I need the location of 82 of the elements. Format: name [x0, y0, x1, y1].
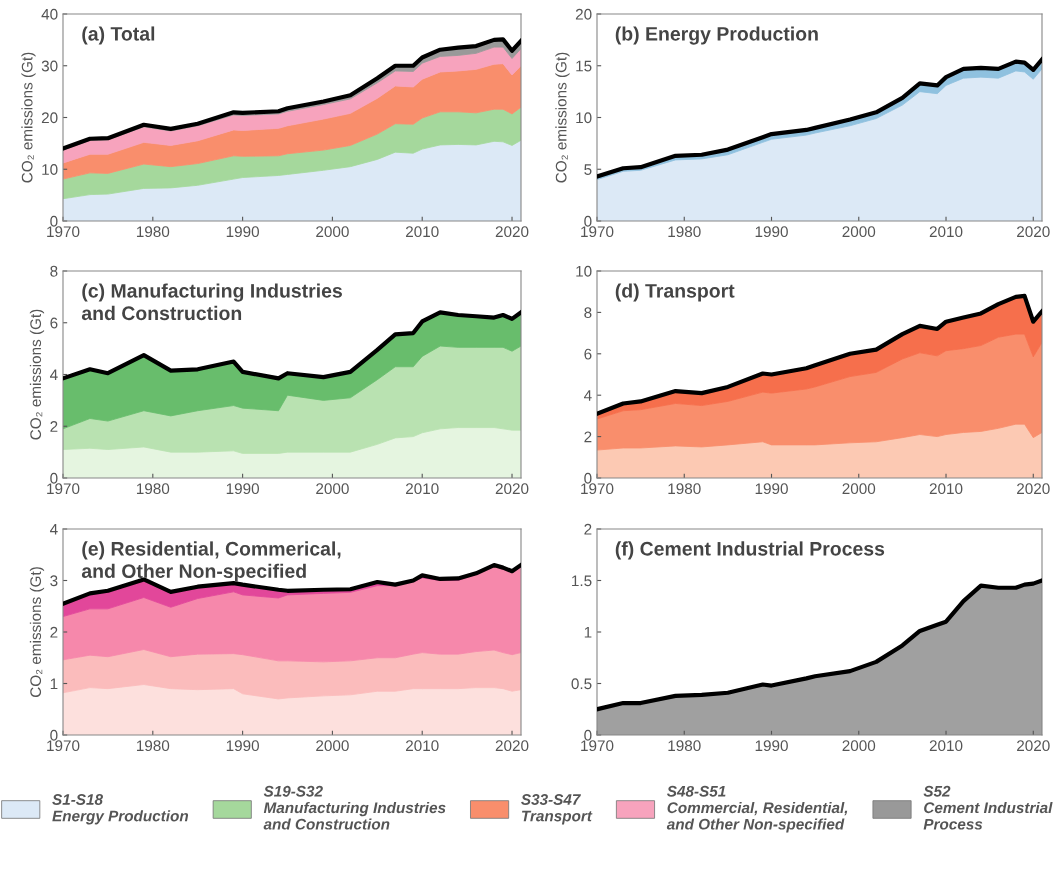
y-tick-label: 4	[49, 524, 58, 535]
y-tick-label: 15	[576, 60, 592, 72]
x-tick-label: 1990	[755, 740, 788, 752]
x-tick-label: 1970	[581, 483, 614, 495]
x-tick-label: 1970	[581, 226, 614, 238]
y-tick-label: 3	[50, 575, 58, 587]
x-tick-label: 2010	[405, 483, 439, 495]
y-tick-label: 0.5	[571, 678, 592, 690]
x-tick-label: 2010	[929, 483, 963, 495]
y-tick-label: 2	[50, 626, 58, 638]
y-tick-label: 5	[584, 164, 592, 175]
legend-label: S48-S51 Commercial, Residential, and Other Non-specified	[666, 785, 848, 833]
x-tick-label: 2010	[929, 740, 963, 752]
x-tick-label: 2020	[1017, 483, 1050, 495]
x-tick-label: 2010	[405, 226, 439, 238]
y-tick-label: 0	[584, 729, 592, 741]
x-tick-label: 2000	[316, 226, 349, 238]
x-tick-label: 2020	[495, 226, 529, 238]
y-tick-label: 1	[50, 678, 58, 690]
x-tick-label: 1980	[136, 226, 170, 238]
x-tick-label: 2000	[842, 740, 876, 752]
x-tick-label: 2020	[1017, 226, 1050, 238]
y-axis-title: CO₂ emissions (Gt)	[29, 309, 45, 440]
y-tick-label: 0	[584, 215, 592, 227]
x-tick-label: 1990	[226, 483, 260, 495]
legend-label: S1-S18 Energy Production	[52, 794, 189, 825]
x-tick-label: 1980	[136, 483, 170, 495]
y-tick-label: 40	[41, 8, 58, 20]
x-tick-label: 2000	[842, 483, 876, 495]
y-tick-label: 8	[584, 307, 592, 319]
y-tick-label: 20	[575, 8, 592, 20]
x-tick-label: 1990	[755, 226, 788, 238]
y-tick-label: 10	[576, 265, 592, 277]
text: (a) Total	[82, 26, 155, 45]
text: (c) Manufacturing Industries and Construction	[81, 283, 342, 321]
y-tick-label: 2	[50, 421, 58, 432]
y-tick-label: 0	[50, 729, 58, 741]
y-tick-label: 30	[41, 60, 58, 72]
y-axis-title: CO₂ emissions (Gt)	[29, 567, 45, 697]
x-tick-label: 1970	[47, 226, 80, 238]
x-tick-label: 2020	[495, 483, 529, 495]
y-tick-label: 6	[584, 348, 592, 360]
x-tick-label: 1980	[668, 740, 701, 752]
x-tick-label: 1980	[668, 483, 701, 495]
y-tick-label: 8	[50, 265, 58, 277]
x-tick-label: 1970	[47, 740, 80, 752]
y-tick-label: 10	[576, 112, 592, 124]
x-tick-label: 2010	[929, 226, 963, 238]
text: (e) Residential, Commerical, and Other Non-specified	[81, 541, 341, 582]
y-tick-label: 2	[584, 431, 592, 443]
x-tick-label: 1970	[581, 740, 614, 752]
x-tick-label: 1990	[226, 740, 260, 752]
y-tick-label: 0	[50, 215, 58, 227]
x-tick-label: 1990	[226, 226, 260, 238]
y-tick-label: 4	[583, 390, 592, 401]
y-tick-label: 20	[41, 112, 58, 124]
x-tick-label: 2020	[1017, 740, 1050, 752]
x-tick-label: 2000	[316, 740, 349, 752]
y-tick-label: 10	[42, 164, 58, 175]
y-axis-title: CO₂ emissions (Gt)	[555, 52, 570, 183]
y-tick-label: 1.5	[572, 575, 592, 587]
y-tick-label: 0	[584, 472, 592, 484]
legend-label: S33-S47 Transport	[521, 794, 593, 825]
x-tick-label: 2000	[842, 226, 876, 238]
x-tick-label: 1980	[136, 740, 170, 752]
x-tick-label: 1980	[668, 226, 701, 238]
text: (d) Transport	[615, 283, 735, 302]
y-tick-label: 4	[49, 369, 58, 381]
y-tick-label: 1	[584, 627, 592, 638]
x-tick-label: 2010	[405, 740, 439, 752]
x-tick-label: 2000	[316, 483, 349, 495]
y-tick-label: 6	[50, 317, 58, 329]
x-tick-label: 1990	[755, 483, 788, 495]
text: (b) Energy Production	[615, 26, 818, 45]
y-tick-label: 0	[50, 472, 58, 484]
x-tick-label: 1970	[47, 483, 80, 495]
y-tick-label: 2	[584, 523, 592, 535]
y-axis-title: CO₂ emissions (Gt)	[21, 52, 36, 183]
legend-label: S52 Cement Industrial Process	[923, 785, 1053, 830]
text: (f) Cement Industrial Process	[615, 541, 885, 560]
legend-label: S19-S32 Manufacturing Industries and Construction	[263, 785, 446, 830]
x-tick-label: 2020	[495, 740, 529, 752]
